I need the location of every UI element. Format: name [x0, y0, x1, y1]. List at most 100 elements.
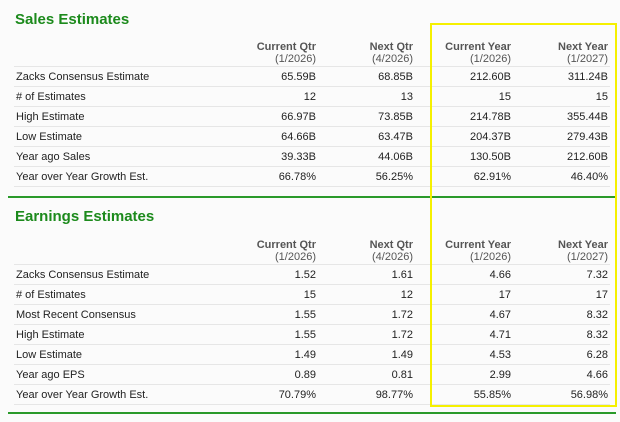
table-row: Low Estimate 64.66B 63.47B 204.37B 279.43B	[14, 126, 610, 147]
row-label: Zacks Consensus Estimate	[14, 66, 218, 87]
table-row: Year over Year Growth Est. 70.79% 98.77% 55…	[14, 384, 610, 405]
sales-estimates-table: Current Qtr (1/2026) Next Qtr (4/2026) Curre…	[14, 39, 610, 187]
cell-value: 4.66	[513, 364, 610, 385]
cell-value: 17	[415, 284, 513, 305]
row-label: Year ago EPS	[14, 364, 218, 385]
cell-value: 204.37B	[415, 126, 513, 147]
table-row: Zacks Consensus Estimate 1.52 1.61 4.66 7.32	[14, 264, 610, 285]
column-period: (1/2026)	[470, 251, 511, 263]
table-row: Year ago EPS 0.89 0.81 2.99 4.66	[14, 364, 610, 385]
cell-value: 4.66	[415, 264, 513, 285]
row-label: Year over Year Growth Est.	[14, 166, 218, 187]
cell-value: 8.32	[513, 304, 610, 325]
cell-value: 1.61	[318, 264, 415, 285]
table-row: # of Estimates 15 12 17 17	[14, 284, 610, 305]
column-period: (1/2026)	[470, 53, 511, 65]
cell-value: 13	[318, 86, 415, 107]
cell-value: 68.85B	[318, 66, 415, 87]
cell-value: 12	[318, 284, 415, 305]
header-row: Current Qtr (1/2026) Next Qtr (4/2026) Curre…	[14, 39, 610, 67]
column-label: Current Qtr	[256, 41, 316, 53]
column-header: Current Year (1/2026)	[415, 39, 513, 67]
column-period: (1/2026)	[275, 251, 316, 263]
section-divider	[8, 196, 616, 198]
cell-value: 0.89	[218, 364, 318, 385]
cell-value: 212.60B	[513, 146, 610, 167]
column-header: Next Year (1/2027)	[513, 39, 610, 67]
column-header: Next Qtr (4/2026)	[318, 237, 415, 265]
column-label: Current Qtr	[256, 239, 316, 251]
cell-value: 44.06B	[318, 146, 415, 167]
table-row: High Estimate 66.97B 73.85B 214.78B 355.44B	[14, 106, 610, 127]
cell-value: 1.49	[218, 344, 318, 365]
row-label: # of Estimates	[14, 86, 218, 107]
column-period: (1/2027)	[567, 53, 608, 65]
cell-value: 1.55	[218, 324, 318, 345]
cell-value: 212.60B	[415, 66, 513, 87]
column-label: Next Qtr	[369, 41, 413, 53]
table-row: # of Estimates 12 13 15 15	[14, 86, 610, 107]
cell-value: 2.99	[415, 364, 513, 385]
cell-value: 311.24B	[513, 66, 610, 87]
earnings-estimates-title: Earnings Estimates	[15, 208, 155, 225]
column-header: Current Qtr (1/2026)	[218, 39, 318, 67]
row-label: Low Estimate	[14, 344, 218, 365]
table-row: Year ago Sales 39.33B 44.06B 130.50B 212.60B	[14, 146, 610, 167]
cell-value: 7.32	[513, 264, 610, 285]
column-label: Next Year	[558, 239, 608, 251]
cell-value: 1.72	[318, 324, 415, 345]
cell-value: 46.40%	[513, 166, 610, 187]
cell-value: 355.44B	[513, 106, 610, 127]
row-label: # of Estimates	[14, 284, 218, 305]
column-label: Current Year	[445, 239, 511, 251]
cell-value: 4.71	[415, 324, 513, 345]
cell-value: 214.78B	[415, 106, 513, 127]
table-row: Year over Year Growth Est. 66.78% 56.25% 62…	[14, 166, 610, 187]
column-period: (4/2026)	[372, 251, 413, 263]
row-label: Zacks Consensus Estimate	[14, 264, 218, 285]
row-label: Most Recent Consensus	[14, 304, 218, 325]
cell-value: 56.25%	[318, 166, 415, 187]
cell-value: 1.72	[318, 304, 415, 325]
column-label: Next Qtr	[369, 239, 413, 251]
row-label: High Estimate	[14, 106, 218, 127]
sales-estimates-title: Sales Estimates	[15, 11, 130, 28]
cell-value: 73.85B	[318, 106, 415, 127]
cell-value: 8.32	[513, 324, 610, 345]
cell-value: 66.97B	[218, 106, 318, 127]
section-divider	[8, 412, 616, 414]
row-label: Low Estimate	[14, 126, 218, 147]
header-row: Current Qtr (1/2026) Next Qtr (4/2026) Curre…	[14, 237, 610, 265]
cell-value: 4.67	[415, 304, 513, 325]
cell-value: 12	[218, 86, 318, 107]
cell-value: 15	[513, 86, 610, 107]
cell-value: 55.85%	[415, 384, 513, 405]
table-row: High Estimate 1.55 1.72 4.71 8.32	[14, 324, 610, 345]
cell-value: 1.49	[318, 344, 415, 365]
cell-value: 17	[513, 284, 610, 305]
cell-value: 66.78%	[218, 166, 318, 187]
column-header: Next Qtr (4/2026)	[318, 39, 415, 67]
row-label: High Estimate	[14, 324, 218, 345]
column-period: (4/2026)	[372, 53, 413, 65]
column-period: (1/2026)	[275, 53, 316, 65]
header-blank	[14, 39, 218, 67]
column-period: (1/2027)	[567, 251, 608, 263]
cell-value: 6.28	[513, 344, 610, 365]
column-header: Current Qtr (1/2026)	[218, 237, 318, 265]
column-header: Next Year (1/2027)	[513, 237, 610, 265]
earnings-estimates-table: Current Qtr (1/2026) Next Qtr (4/2026) Curre…	[14, 237, 610, 405]
header-blank	[14, 237, 218, 265]
cell-value: 98.77%	[318, 384, 415, 405]
row-label: Year over Year Growth Est.	[14, 384, 218, 405]
cell-value: 0.81	[318, 364, 415, 385]
table-row: Most Recent Consensus 1.55 1.72 4.67 8.32	[14, 304, 610, 325]
cell-value: 65.59B	[218, 66, 318, 87]
table-row: Zacks Consensus Estimate 65.59B 68.85B 212.…	[14, 66, 610, 87]
table-row: Low Estimate 1.49 1.49 4.53 6.28	[14, 344, 610, 365]
cell-value: 4.53	[415, 344, 513, 365]
row-label: Year ago Sales	[14, 146, 218, 167]
column-label: Current Year	[445, 41, 511, 53]
column-header: Current Year (1/2026)	[415, 237, 513, 265]
cell-value: 62.91%	[415, 166, 513, 187]
